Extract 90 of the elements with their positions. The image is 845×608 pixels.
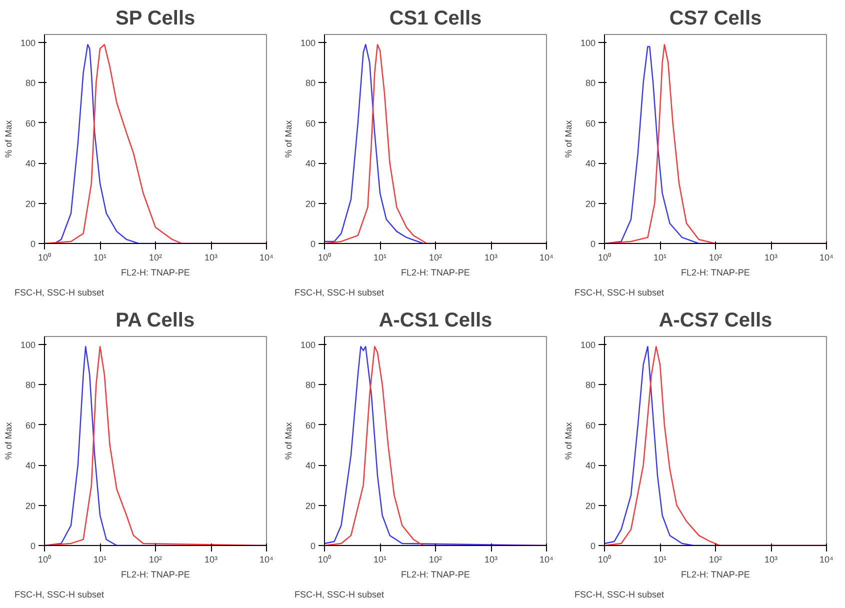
x-tick-label: 10³: [484, 252, 498, 262]
y-tick-label: 100: [580, 38, 596, 48]
x-tick-label: 10²: [148, 554, 162, 564]
y-tick-label: 0: [310, 541, 316, 551]
y-tick-label: 40: [585, 460, 596, 471]
y-tick-label: 60: [585, 118, 596, 128]
x-tick-label: 10⁴: [540, 252, 554, 262]
y-tick-label: 80: [305, 78, 316, 88]
x-axis-title: FL2-H: TNAP-PE: [680, 268, 750, 278]
y-axis-title: % of Max: [563, 120, 574, 158]
text: FSC-H, SSC-H subset: [14, 590, 105, 600]
x-tick-label: 10⁴: [540, 554, 554, 564]
x-tick-label: 10⁰: [318, 554, 332, 564]
chart-title: CS1 Cells: [389, 8, 482, 30]
x-tick-label: 10⁰: [38, 554, 52, 564]
y-tick-label: 0: [590, 541, 596, 551]
x-tick-label: 10¹: [93, 554, 107, 564]
y-tick-label: 0: [310, 239, 316, 249]
chart-title: PA Cells: [116, 310, 195, 332]
y-tick-label: 60: [305, 420, 316, 430]
y-axis-title: % of Max: [563, 422, 574, 460]
y-tick-label: 0: [30, 541, 36, 551]
x-axis-title: FL2-H: TNAP-PE: [120, 570, 190, 580]
text: FSC-H, SSC-H subset: [574, 590, 665, 600]
y-tick-label: 0: [30, 239, 36, 249]
x-axis-title: FL2-H: TNAP-PE: [400, 268, 470, 278]
y-tick-label: 60: [25, 420, 36, 430]
x-tick-label: 10¹: [373, 554, 387, 564]
x-tick-label: 10²: [708, 252, 722, 262]
chart-title: A-CS1 Cells: [378, 310, 492, 332]
x-tick-label: 10¹: [653, 554, 667, 564]
y-tick-label: 40: [585, 158, 596, 169]
y-tick-label: 20: [25, 500, 36, 511]
y-tick-label: 40: [305, 460, 316, 471]
y-tick-label: 60: [25, 118, 36, 128]
x-tick-label: 10⁴: [260, 554, 274, 564]
text: FSC-H, SSC-H subset: [14, 288, 105, 298]
x-tick-label: 10³: [204, 554, 218, 564]
x-axis-title: FL2-H: TNAP-PE: [120, 268, 190, 278]
y-tick-label: 80: [305, 380, 316, 390]
x-tick-label: 10³: [764, 252, 778, 262]
y-tick-label: 20: [305, 500, 316, 511]
x-tick-label: 10²: [428, 554, 442, 564]
y-tick-label: 40: [25, 460, 36, 471]
y-tick-label: 80: [25, 380, 36, 390]
y-axis-title: % of Max: [283, 422, 294, 460]
y-tick-label: 20: [585, 500, 596, 511]
y-tick-label: 100: [300, 340, 316, 350]
y-tick-label: 80: [25, 78, 36, 88]
x-tick-label: 10⁰: [598, 252, 612, 262]
y-axis-title: % of Max: [283, 120, 294, 158]
text: FSC-H, SSC-H subset: [294, 590, 385, 600]
y-tick-label: 20: [25, 198, 36, 209]
x-axis-title: FL2-H: TNAP-PE: [400, 570, 470, 580]
y-tick-label: 60: [305, 118, 316, 128]
chart-title: CS7 Cells: [669, 8, 762, 30]
x-tick-label: 10¹: [653, 252, 667, 262]
x-tick-label: 10⁴: [260, 252, 274, 262]
text: FSC-H, SSC-H subset: [294, 288, 385, 298]
x-tick-label: 10⁰: [318, 252, 332, 262]
y-tick-label: 20: [585, 198, 596, 209]
chart-title: A-CS7 Cells: [658, 310, 772, 332]
x-tick-label: 10⁴: [820, 554, 834, 564]
y-tick-label: 100: [300, 38, 316, 48]
x-tick-label: 10³: [204, 252, 218, 262]
text: FSC-H, SSC-H subset: [574, 288, 665, 298]
x-tick-label: 10¹: [373, 252, 387, 262]
x-tick-label: 10³: [764, 554, 778, 564]
y-axis-title: % of Max: [3, 422, 14, 460]
y-tick-label: 100: [20, 38, 36, 48]
x-axis-title: FL2-H: TNAP-PE: [680, 570, 750, 580]
y-tick-label: 100: [580, 340, 596, 350]
x-tick-label: 10⁴: [820, 252, 834, 262]
y-axis-title: % of Max: [3, 120, 14, 158]
y-tick-label: 100: [20, 340, 36, 350]
y-tick-label: 20: [305, 198, 316, 209]
x-tick-label: 10²: [708, 554, 722, 564]
x-tick-label: 10³: [484, 554, 498, 564]
x-tick-label: 10⁰: [38, 252, 52, 262]
y-tick-label: 0: [590, 239, 596, 249]
y-tick-label: 80: [585, 78, 596, 88]
x-tick-label: 10⁰: [598, 554, 612, 564]
y-tick-label: 40: [25, 158, 36, 169]
x-tick-label: 10²: [148, 252, 162, 262]
chart-title: SP Cells: [115, 8, 196, 30]
x-tick-label: 10²: [428, 252, 442, 262]
x-tick-label: 10¹: [93, 252, 107, 262]
y-tick-label: 80: [585, 380, 596, 390]
y-tick-label: 40: [305, 158, 316, 169]
y-tick-label: 60: [585, 420, 596, 430]
